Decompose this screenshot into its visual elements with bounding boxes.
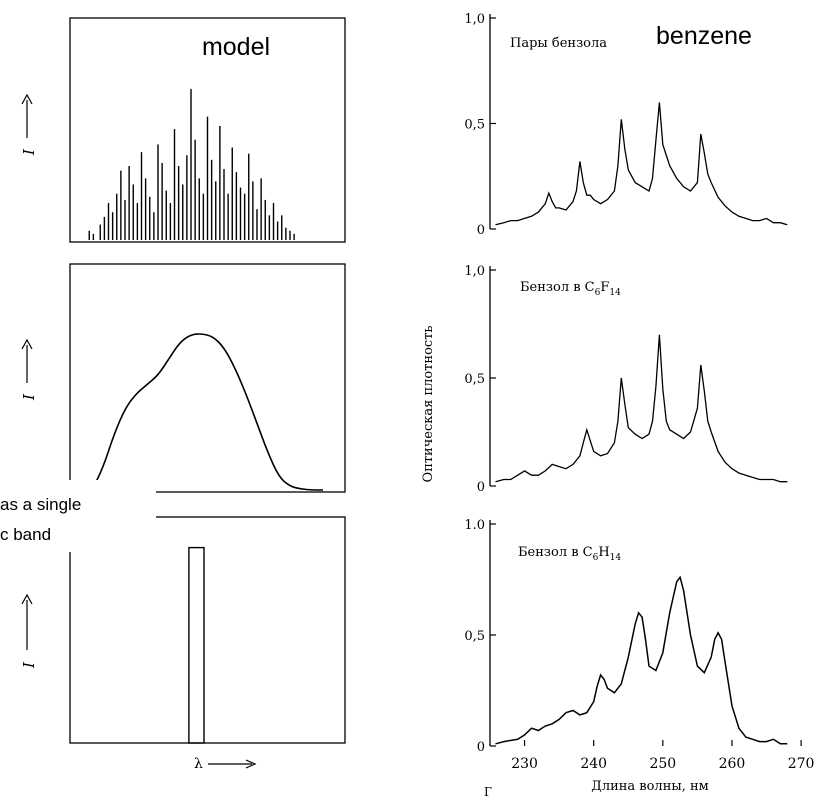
title-main: Бензол в C xyxy=(518,545,593,560)
right-mid-title: Бензол в C6F14 xyxy=(520,280,621,298)
y-tick-label: 1.0 xyxy=(464,518,485,533)
model-label: model xyxy=(202,33,270,61)
y-tick-label: 0 xyxy=(477,740,485,755)
right-y-axis-label: Оптическая плотность xyxy=(421,326,436,483)
left-top-frame xyxy=(69,17,346,243)
left-mid-panel xyxy=(69,263,346,493)
left-top-bars xyxy=(88,88,295,240)
overlay-line-1: as a single xyxy=(0,495,81,514)
title-mid: F xyxy=(600,280,609,295)
right-bot-title: Бензол в C6H14 xyxy=(518,545,621,563)
title-main: Бензол в C xyxy=(520,280,595,295)
y-tick-label: 1,0 xyxy=(464,264,485,279)
x-tick-label: 250 xyxy=(649,756,676,772)
left-bot-frame xyxy=(69,516,346,744)
title-sub: 14 xyxy=(609,288,621,298)
title-sub: 6 xyxy=(593,553,599,563)
x-tick-label: 260 xyxy=(719,756,746,772)
title-sub: 6 xyxy=(595,288,601,298)
band-bar xyxy=(188,546,205,744)
right-top-ticks: 1,0 0,5 0 xyxy=(464,12,496,238)
right-top-spectrum-curve xyxy=(495,102,788,226)
left-top-ylabel: I xyxy=(20,93,38,156)
x-tick-label: 230 xyxy=(511,756,538,772)
x-tick-label: 270 xyxy=(788,756,815,772)
overlay-box xyxy=(0,480,156,552)
y-tick-label: 0,5 xyxy=(464,629,485,644)
y-tick-label: 0 xyxy=(477,223,485,238)
title-mid: H xyxy=(598,545,609,560)
left-bot-ylabel: I xyxy=(20,593,38,669)
benzene-label: benzene xyxy=(656,22,752,50)
overlay-line-2: c band xyxy=(0,525,51,544)
left-bot-bars xyxy=(188,546,205,744)
right-bot-xticks: 230 240 250 260 270 xyxy=(511,740,814,772)
y-arrow-head-icon xyxy=(21,338,33,350)
left-mid-ylabel: I xyxy=(20,338,38,401)
right-mid-ticks: 1,0 0,5 0 xyxy=(464,264,496,495)
y-label-i: I xyxy=(20,661,38,669)
right-mid-spectrum-curve xyxy=(495,334,788,483)
overlay-callout: as a single c band xyxy=(0,480,156,552)
y-tick-label: 0,5 xyxy=(464,372,485,387)
left-top-panel: model xyxy=(69,17,346,243)
right-x-axis-label: Длина волны, нм xyxy=(591,779,709,794)
x-tick-label: 240 xyxy=(580,756,607,772)
y-tick-label: 1,0 xyxy=(464,12,485,27)
y-arrow-head-icon xyxy=(21,593,33,605)
y-label-i: I xyxy=(20,148,38,156)
title-sub: 14 xyxy=(610,553,622,563)
y-tick-label: 0 xyxy=(477,480,485,495)
x-label-lambda: λ xyxy=(194,756,203,772)
right-bot-panel: 1.0 0,5 0 Бензол в C6H14 230 240 250 260 270 xyxy=(464,518,814,772)
right-bot-ticks: 1.0 0,5 0 xyxy=(464,518,496,755)
x-arrow-head-icon xyxy=(245,759,257,769)
right-top-panel: 1,0 0,5 0 Пары бензола benzene xyxy=(464,12,788,238)
left-xlabel: λ xyxy=(194,756,257,772)
y-label-i: I xyxy=(20,393,38,401)
right-top-title: Пары бензола xyxy=(510,36,607,51)
y-arrow-head-icon xyxy=(21,93,33,105)
right-bot-spectrum-curve xyxy=(495,575,788,745)
right-mid-panel: 1,0 0,5 0 Бензол в C6F14 xyxy=(464,264,788,495)
y-tick-label: 0,5 xyxy=(464,118,485,133)
left-mid-band-curve xyxy=(91,333,323,491)
left-mid-frame xyxy=(69,263,346,493)
left-bot-panel xyxy=(69,516,346,744)
right-x-partial-char: Г xyxy=(484,785,492,797)
